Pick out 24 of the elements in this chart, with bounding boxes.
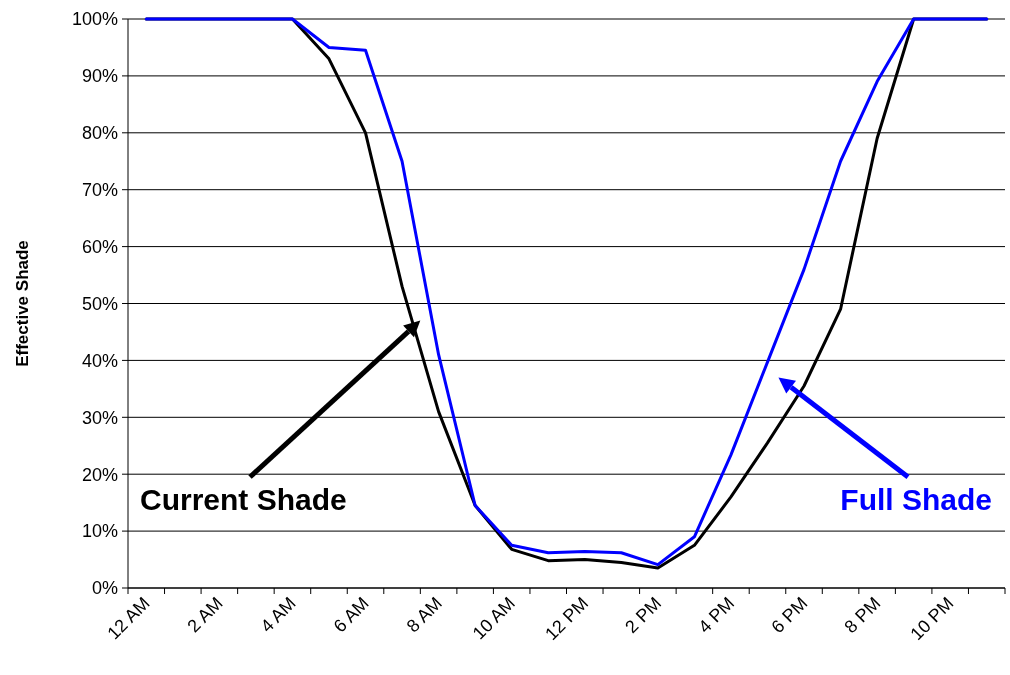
x-tick-label: 8 PM bbox=[840, 593, 885, 637]
x-tick-label: 8 AM bbox=[402, 593, 446, 637]
y-axis-title: Effective Shade bbox=[13, 240, 32, 367]
y-tick-label: 100% bbox=[71, 9, 118, 30]
x-tick-label: 4 AM bbox=[256, 593, 300, 637]
y-tick-label: 50% bbox=[81, 293, 118, 314]
x-tick-label: 2 PM bbox=[621, 593, 666, 637]
x-tick-label: 6 PM bbox=[767, 593, 812, 637]
y-tick-label: 60% bbox=[81, 236, 118, 257]
y-tick-label: 30% bbox=[81, 407, 118, 428]
text: Full Shade bbox=[840, 483, 992, 516]
x-tick-label: 10 AM bbox=[468, 593, 519, 644]
x-tick-label: 10 PM bbox=[906, 593, 958, 645]
y-tick-label: 70% bbox=[81, 180, 118, 200]
text: Current Shade bbox=[140, 483, 347, 516]
y-tick-label: 80% bbox=[81, 123, 118, 144]
x-tick-label: 6 AM bbox=[329, 593, 373, 637]
x-tick-label: 12 PM bbox=[541, 593, 593, 645]
y-tick-label: 90% bbox=[81, 66, 118, 87]
y-tick-label: 40% bbox=[81, 350, 118, 371]
y-tick-label: 10% bbox=[81, 521, 118, 542]
y-tick-label: 20% bbox=[81, 464, 118, 485]
x-tick-label: 2 AM bbox=[183, 593, 227, 637]
x-tick-label: 4 PM bbox=[694, 593, 739, 637]
